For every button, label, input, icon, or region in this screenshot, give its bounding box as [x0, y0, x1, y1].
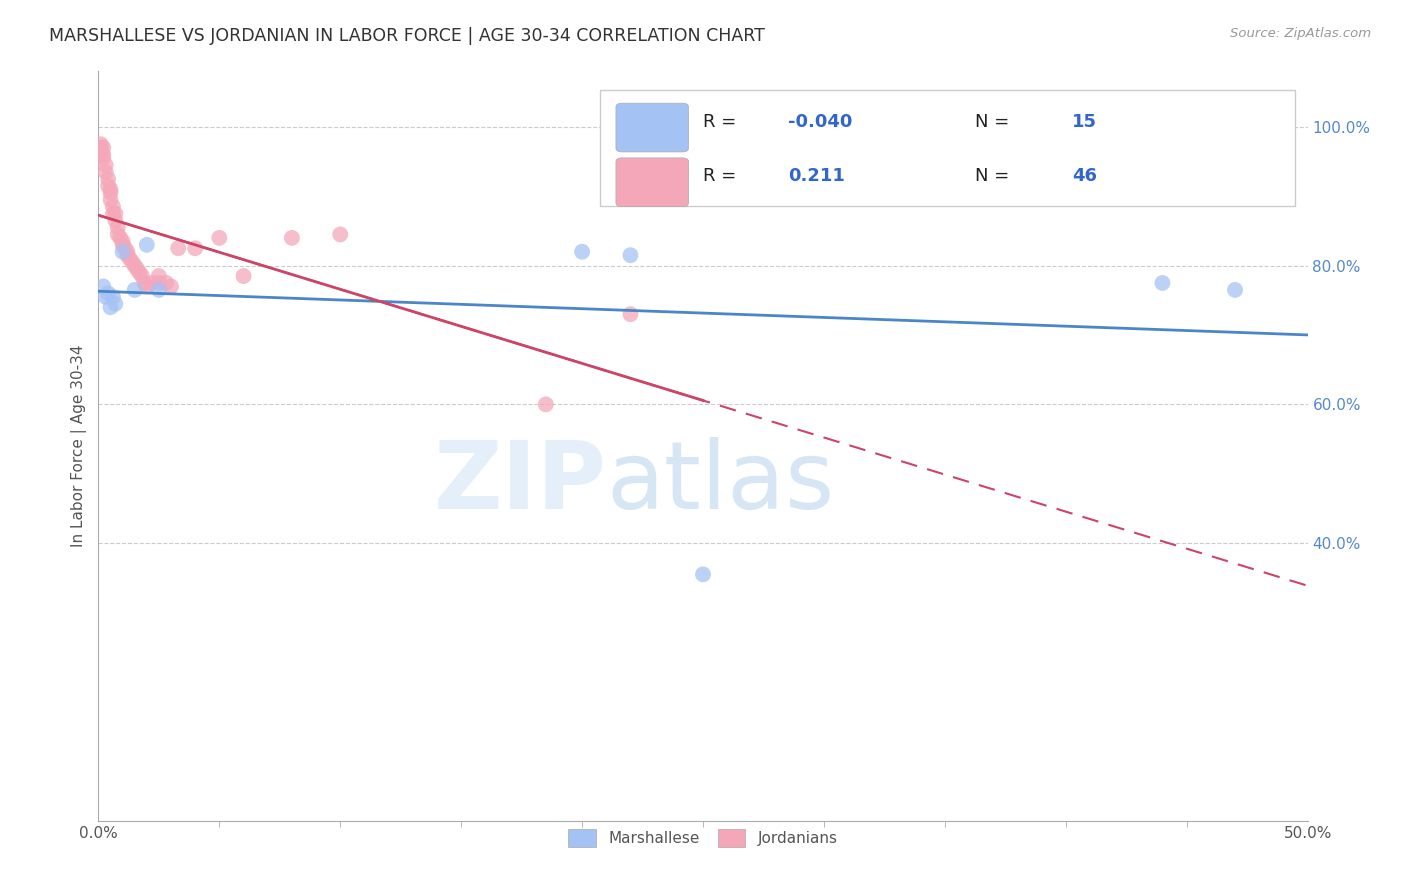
Point: [97, 172, 120, 186]
Text: atlas: atlas: [606, 437, 835, 530]
Point: [91, 279, 114, 293]
Text: -0.040: -0.040: [787, 112, 852, 130]
Point: [141, 276, 163, 290]
Point: [94, 165, 117, 179]
Point: [1152, 276, 1174, 290]
FancyBboxPatch shape: [600, 90, 1295, 206]
Point: [114, 241, 136, 255]
Y-axis label: In Labor Force | Age 30-34: In Labor Force | Age 30-34: [72, 344, 87, 548]
Text: N =: N =: [976, 112, 1015, 130]
Point: [134, 276, 156, 290]
Point: [101, 200, 124, 214]
Point: [121, 255, 143, 269]
Point: [91, 141, 114, 155]
Point: [111, 235, 134, 249]
Text: 0.211: 0.211: [787, 168, 845, 186]
Point: [104, 297, 127, 311]
Point: [208, 231, 231, 245]
Point: [100, 186, 122, 200]
Point: [111, 237, 134, 252]
Point: [117, 248, 139, 262]
Point: [97, 178, 120, 193]
Point: [108, 231, 131, 245]
Point: [94, 158, 117, 172]
Text: Source: ZipAtlas.com: Source: ZipAtlas.com: [1230, 27, 1371, 40]
Text: 46: 46: [1071, 168, 1097, 186]
Point: [127, 262, 149, 277]
Text: MARSHALLESE VS JORDANIAN IN LABOR FORCE | AGE 30-34 CORRELATION CHART: MARSHALLESE VS JORDANIAN IN LABOR FORCE …: [49, 27, 765, 45]
Point: [104, 213, 127, 227]
Point: [148, 268, 170, 283]
Point: [160, 279, 183, 293]
FancyBboxPatch shape: [616, 103, 689, 152]
Point: [534, 397, 557, 411]
Point: [1223, 283, 1246, 297]
Point: [124, 259, 146, 273]
Point: [692, 567, 714, 582]
Text: R =: R =: [703, 168, 742, 186]
Point: [90, 144, 112, 158]
Point: [148, 276, 170, 290]
Point: [619, 248, 641, 262]
Point: [155, 276, 177, 290]
Point: [100, 193, 122, 207]
Point: [184, 241, 207, 255]
Point: [148, 283, 170, 297]
Point: [135, 279, 157, 293]
Point: [104, 206, 127, 220]
Point: [124, 283, 146, 297]
Point: [118, 252, 141, 266]
Point: [90, 141, 112, 155]
Text: N =: N =: [976, 168, 1015, 186]
Point: [91, 151, 114, 165]
Point: [571, 244, 593, 259]
Text: R =: R =: [703, 112, 742, 130]
Point: [131, 268, 153, 283]
Point: [107, 227, 129, 242]
Point: [91, 147, 114, 161]
Point: [90, 137, 112, 152]
Point: [111, 244, 134, 259]
Point: [329, 227, 352, 242]
Text: ZIP: ZIP: [433, 437, 606, 530]
Point: [232, 268, 254, 283]
FancyBboxPatch shape: [616, 158, 689, 207]
Point: [281, 231, 304, 245]
Point: [101, 206, 124, 220]
Point: [107, 220, 129, 235]
Point: [619, 307, 641, 321]
Point: [135, 237, 157, 252]
Point: [94, 290, 117, 304]
Point: [101, 290, 124, 304]
Legend: Marshallese, Jordanians: Marshallese, Jordanians: [561, 822, 845, 855]
Text: 15: 15: [1071, 112, 1097, 130]
Point: [97, 286, 120, 301]
Point: [167, 241, 190, 255]
Point: [100, 300, 122, 314]
Point: [128, 266, 150, 280]
Point: [100, 182, 122, 196]
Point: [117, 244, 139, 259]
